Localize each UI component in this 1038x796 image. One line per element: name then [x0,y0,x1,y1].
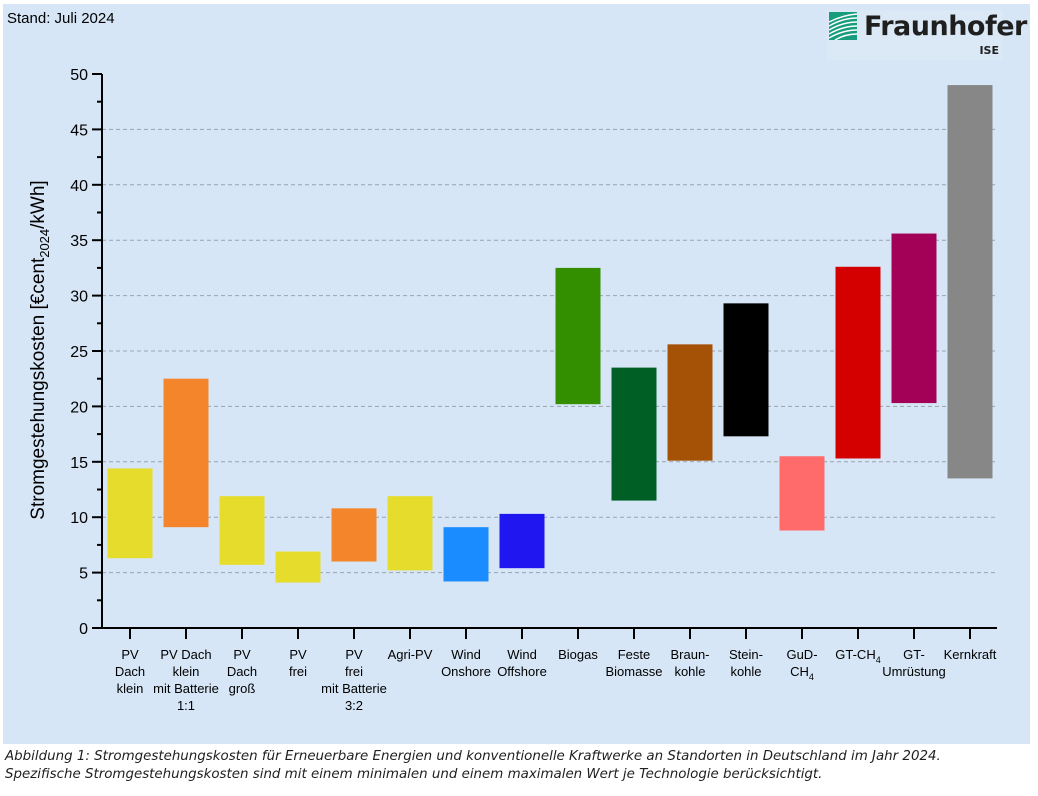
x-tick-label: Onshore [441,664,491,679]
x-tick-label: Biogas [558,647,598,662]
bar-range [779,456,825,531]
x-tick-label: Kernkraft [944,647,997,662]
y-axis-label: Stromgestehungskosten [€cent2024/kWh] [28,180,52,519]
bar-range [107,468,153,559]
y-tick-label: 50 [70,67,88,84]
x-tick-label: Braun- [670,647,709,662]
bar-range [219,496,265,565]
logo-name: Fraunhofer [864,11,1027,42]
y-tick-label: 20 [70,399,88,416]
bar-range [611,367,657,501]
x-tick-label: GT- [903,647,925,662]
bar-range [835,266,881,459]
caption-line-1: Abbildung 1: Stromgestehungskosten für E… [5,749,941,764]
x-tick-label: CH4 [790,664,814,682]
y-tick-label: 40 [70,178,88,195]
x-tick-label: 1:1 [177,698,195,713]
x-tick-label: PV [233,647,251,662]
x-tick-label: klein [173,664,200,679]
bar-range [387,496,433,571]
x-tick-label: PV [121,647,139,662]
x-tick-label: Feste [618,647,651,662]
x-tick-label: Offshore [497,664,547,679]
x-tick-label: Umrüstung [882,664,946,679]
x-tick-label: 3:2 [345,698,363,713]
y-axis-label-main: Stromgestehungskosten [€cent [28,257,49,520]
bar-range [891,233,937,404]
x-tick-label: Wind [507,647,537,662]
caption-line-2: Spezifische Stromgestehungskosten sind m… [5,767,823,782]
bar-range [723,303,769,437]
y-tick-label: 25 [70,344,88,361]
y-axis-ticks: 0 5 10 15 20 25 30 35 40 45 50 [70,67,102,638]
x-tick-label: PV Dach [160,647,211,662]
x-tick-label: Dach [115,664,145,679]
x-tick-label: mit Batterie [321,681,387,696]
x-tick-label: frei [345,664,363,679]
y-tick-label: 35 [70,233,88,250]
fraunhofer-logo: Fraunhofer ISE [827,10,1027,60]
x-tick-label: PV [289,647,307,662]
x-tick-label: groß [229,681,256,696]
fraunhofer-logo-icon [829,12,857,40]
x-tick-label: GT-CH4 [835,647,880,665]
x-tick-label: kohle [674,664,705,679]
bars [107,85,993,583]
x-axis-ticks: PV Dach klein PV Dach klein mit Batterie 1:1 PV… [115,628,997,713]
x-tick-label: frei [289,664,307,679]
status-date-label: Stand: Juli 2024 [7,10,115,27]
x-tick-label: kohle [730,664,761,679]
logo-subtitle: ISE [979,44,999,57]
x-tick-label: Agri-PV [388,647,433,662]
y-tick-label: 15 [70,455,88,472]
bar-range [443,527,489,582]
x-tick-label: Biomasse [605,664,662,679]
bar-range [555,267,601,405]
x-tick-label: klein [117,681,144,696]
x-tick-label: Dach [227,664,257,679]
x-tick-label: PV [345,647,363,662]
bar-range [163,378,209,528]
y-tick-label: 10 [70,510,88,527]
bar-range [499,513,545,569]
y-tick-label: 0 [79,621,88,638]
figure-caption: Abbildung 1: Stromgestehungskosten für E… [5,748,941,784]
bar-range [275,551,321,583]
x-tick-label: GuD- [786,647,817,662]
x-tick-label: mit Batterie [153,681,219,696]
bar-range [947,85,993,479]
bar-range [331,508,377,562]
x-tick-label: Stein- [729,647,763,662]
y-tick-label: 45 [70,122,88,139]
y-axis-label-sub: 2024 [37,229,52,258]
y-tick-label: 5 [79,566,88,583]
y-axis-label-tail: /kWh] [28,180,49,229]
x-tick-label: Wind [451,647,481,662]
y-tick-label: 30 [70,289,88,306]
bar-range [667,344,713,461]
